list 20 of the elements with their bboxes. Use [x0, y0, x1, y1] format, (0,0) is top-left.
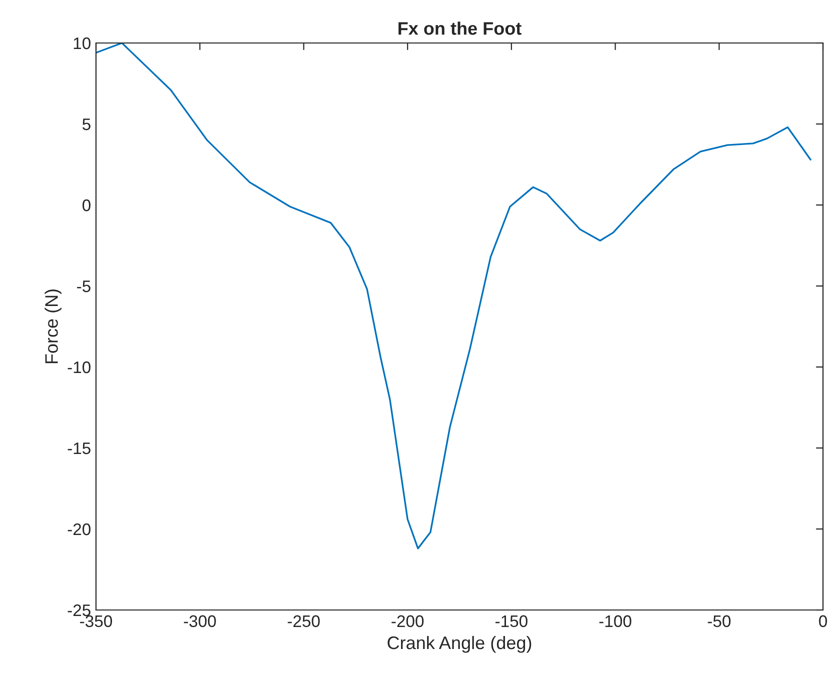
y-tick-label: -25 [68, 604, 90, 616]
x-tick-label: -250 [288, 615, 320, 628]
line-series [96, 43, 812, 550]
y-tick-label: -15 [68, 442, 90, 454]
y-tick-label: -20 [68, 523, 90, 536]
y-tick-label: -10 [68, 361, 90, 374]
x-tick-label: -150 [495, 615, 528, 628]
x-axis-title: Crank Angle (deg) [388, 636, 532, 653]
chart-title: Fx on the Foot [398, 22, 522, 35]
x-tick-label: -350 [80, 615, 112, 628]
x-tick-label: -100 [599, 615, 632, 628]
y-tick-label: -5 [77, 280, 90, 292]
x-tick-label: 0 [819, 615, 827, 628]
y-axis-title: Force (N) [44, 290, 62, 364]
x-tick-label: -50 [708, 615, 731, 628]
x-tick-label: -200 [392, 615, 424, 628]
y-tick-label: 0 [82, 199, 90, 212]
y-tick-label: 10 [74, 37, 90, 50]
x-tick-label: -300 [184, 615, 216, 628]
y-tick-label: 5 [82, 118, 90, 130]
